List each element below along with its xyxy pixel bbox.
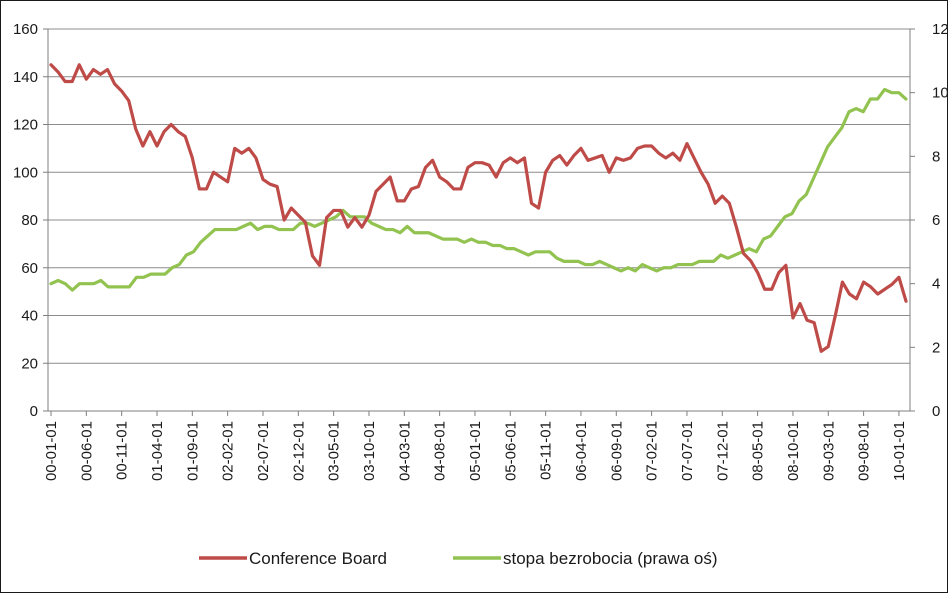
right-axis-ticks: 0 2 4 6 8 10 12 bbox=[910, 21, 947, 420]
x-tick-label: 05-11-01 bbox=[538, 421, 555, 480]
x-tick-label: 07-02-01 bbox=[644, 421, 661, 481]
x-tick-label: 02-07-01 bbox=[255, 421, 272, 481]
left-tick-label: 80 bbox=[21, 212, 38, 229]
x-tick-label: 04-08-01 bbox=[432, 421, 449, 481]
legend-label-conference-board: Conference Board bbox=[249, 549, 387, 568]
x-tick-label: 03-10-01 bbox=[361, 421, 378, 481]
left-axis-ticks: 0 20 40 60 80 100 120 140 160 bbox=[13, 21, 48, 420]
series bbox=[49, 63, 908, 353]
x-tick-label: 01-09-01 bbox=[184, 421, 201, 481]
left-tick-label: 40 bbox=[21, 308, 38, 325]
left-tick-label: 160 bbox=[13, 21, 38, 38]
right-tick-label: 10 bbox=[932, 85, 947, 102]
legend: Conference Board stopa bezrobocia (prawa… bbox=[199, 549, 718, 568]
x-tick-label: 05-06-01 bbox=[502, 421, 519, 481]
x-tick-label: 09-08-01 bbox=[856, 421, 873, 481]
x-tick-label: 06-09-01 bbox=[608, 421, 625, 481]
x-tick-label: 04-03-01 bbox=[396, 421, 413, 481]
x-tick-label: 07-07-01 bbox=[679, 421, 696, 481]
x-tick-label: 03-05-01 bbox=[326, 421, 343, 481]
x-tick-label: 06-04-01 bbox=[573, 421, 590, 481]
x-tick-label: 00-06-01 bbox=[78, 421, 95, 481]
left-tick-label: 100 bbox=[13, 164, 38, 181]
left-tick-label: 0 bbox=[30, 403, 38, 420]
x-tick-label: 08-10-01 bbox=[785, 421, 802, 481]
left-tick-label: 140 bbox=[13, 69, 38, 86]
x-tick-label: 00-01-01 bbox=[43, 421, 60, 481]
right-tick-label: 6 bbox=[932, 212, 940, 229]
gridlines bbox=[48, 28, 910, 364]
right-tick-label: 12 bbox=[932, 21, 947, 38]
right-tick-label: 4 bbox=[932, 276, 940, 293]
right-tick-label: 2 bbox=[932, 339, 940, 356]
x-tick-label: 00-11-01 bbox=[114, 421, 131, 480]
x-tick-label: 09-03-01 bbox=[820, 421, 837, 481]
x-tick-label: 08-05-01 bbox=[750, 421, 767, 481]
x-tick-label: 10-01-01 bbox=[891, 421, 908, 481]
left-tick-label: 60 bbox=[21, 260, 38, 277]
left-tick-label: 20 bbox=[21, 355, 38, 372]
x-axis-ticks: 00-01-01 00-06-01 00-11-01 01-04-01 01-09-01… bbox=[43, 411, 908, 481]
x-tick-label: 07-12-01 bbox=[714, 421, 731, 481]
x-tick-label: 02-02-01 bbox=[220, 421, 237, 481]
x-tick-label: 01-04-01 bbox=[149, 421, 166, 481]
series-line bbox=[49, 87, 908, 292]
x-tick-label: 05-01-01 bbox=[467, 421, 484, 481]
right-tick-label: 0 bbox=[932, 403, 940, 420]
x-tick-label: 02-12-01 bbox=[290, 421, 307, 481]
right-tick-label: 8 bbox=[932, 148, 940, 165]
series-line bbox=[49, 63, 908, 353]
left-tick-label: 120 bbox=[13, 117, 38, 134]
legend-label-unemployment: stopa bezrobocia (prawa oś) bbox=[503, 549, 718, 568]
